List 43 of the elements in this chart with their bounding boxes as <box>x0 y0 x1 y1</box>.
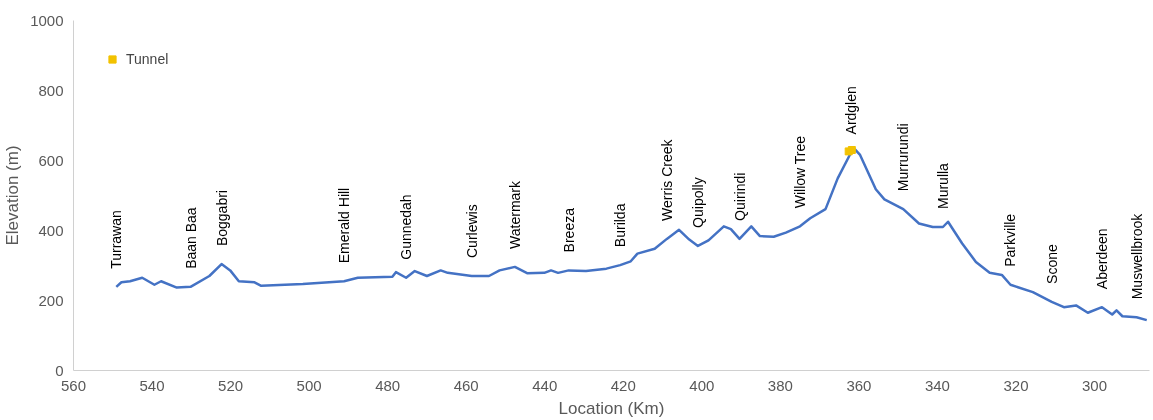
annotation: Turrawan <box>108 210 125 269</box>
y-tick-label: 600 <box>38 151 64 169</box>
y-tick-label: 800 <box>38 81 64 99</box>
y-tick-label: 0 <box>55 361 64 379</box>
annotation: Scone <box>1043 243 1060 284</box>
x-tick-label: 460 <box>453 376 479 394</box>
annotation: Parkville <box>1002 213 1019 267</box>
annotation: Muswellbrook <box>1128 212 1145 300</box>
y-tick-label: 1000 <box>30 11 64 29</box>
annotation: Quipolly <box>689 177 706 228</box>
x-tick-label: 300 <box>1082 376 1108 394</box>
y-tick-label: 400 <box>38 221 64 239</box>
annotation: Ardglen <box>843 86 860 135</box>
annotation: Watermark <box>506 179 523 249</box>
annotation: Willow Tree <box>792 135 808 209</box>
x-tick-label: 440 <box>532 376 558 394</box>
x-tick-label: 340 <box>924 376 950 394</box>
legend-label: Tunnel <box>126 51 169 67</box>
annotation: Gunnedah <box>398 194 415 260</box>
annotation: Breeza <box>560 207 577 253</box>
x-tick-label: 540 <box>139 376 165 394</box>
annotation: Emerald Hill <box>336 187 353 264</box>
annotation: Murrurundi <box>895 123 912 192</box>
annotation: Quirindi <box>731 172 748 221</box>
y-axis-title: Elevation (m) <box>3 145 23 246</box>
annotation: Werris Creek <box>658 138 675 221</box>
x-tick-label: 320 <box>1003 376 1029 394</box>
x-axis-title: Location (Km) <box>558 398 665 418</box>
x-tick-label: 400 <box>689 376 715 394</box>
annotation: Baan Baa <box>182 207 199 269</box>
annotation: Murulla <box>934 162 951 209</box>
x-tick-label: 420 <box>610 376 636 394</box>
annotation: Boggabri <box>213 190 230 247</box>
x-tick-label: 480 <box>375 376 401 394</box>
x-tick-label: 360 <box>846 376 872 394</box>
x-tick-label: 500 <box>296 376 322 394</box>
annotation: Aberdeen <box>1093 228 1110 290</box>
y-tick-label: 200 <box>38 291 64 309</box>
x-tick-label: 380 <box>767 376 793 394</box>
x-tick-label: 520 <box>218 376 244 394</box>
annotation: Curlewis <box>463 204 480 258</box>
x-tick-label: 560 <box>60 376 87 394</box>
annotation: Burilda <box>612 203 629 248</box>
